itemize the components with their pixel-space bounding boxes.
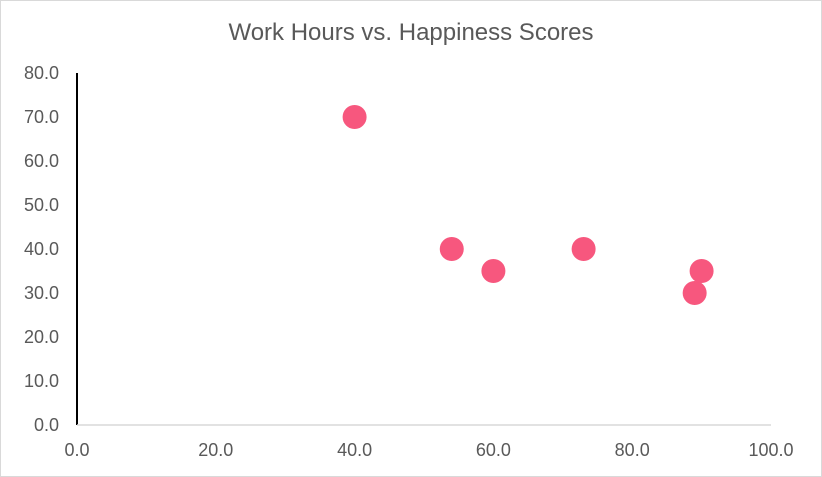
data-points (342, 105, 714, 305)
scatter-point (689, 259, 714, 283)
chart-title: Work Hours vs. Happiness Scores (228, 19, 594, 46)
scatter-point (481, 259, 506, 283)
scatter-point (682, 281, 707, 305)
y-tick-label: 10.0 (24, 371, 59, 391)
x-axis: 0.0 20.0 40.0 60.0 80.0 100.0 (64, 424, 794, 460)
y-tick-label: 30.0 (24, 283, 59, 303)
x-tick-label: 60.0 (476, 440, 511, 460)
x-tick-label: 80.0 (615, 440, 650, 460)
x-tick-label: 40.0 (337, 440, 372, 460)
y-tick-label: 70.0 (24, 107, 59, 127)
y-tick-label: 0.0 (34, 415, 59, 435)
y-tick-label: 60.0 (24, 151, 59, 171)
x-tick-label: 0.0 (64, 440, 89, 460)
x-tick-label: 20.0 (198, 440, 233, 460)
y-tick-label: 40.0 (24, 239, 59, 259)
scatter-point (439, 237, 464, 261)
x-tick-label: 100.0 (748, 440, 793, 460)
y-tick-label: 50.0 (24, 195, 59, 215)
y-tick-label: 80.0 (24, 63, 59, 83)
scatter-point (571, 237, 596, 261)
scatter-point (342, 105, 367, 129)
y-tick-label: 20.0 (24, 327, 59, 347)
y-axis: 0.0 10.0 20.0 30.0 40.0 50.0 60.0 70.0 80.0 (24, 63, 78, 435)
